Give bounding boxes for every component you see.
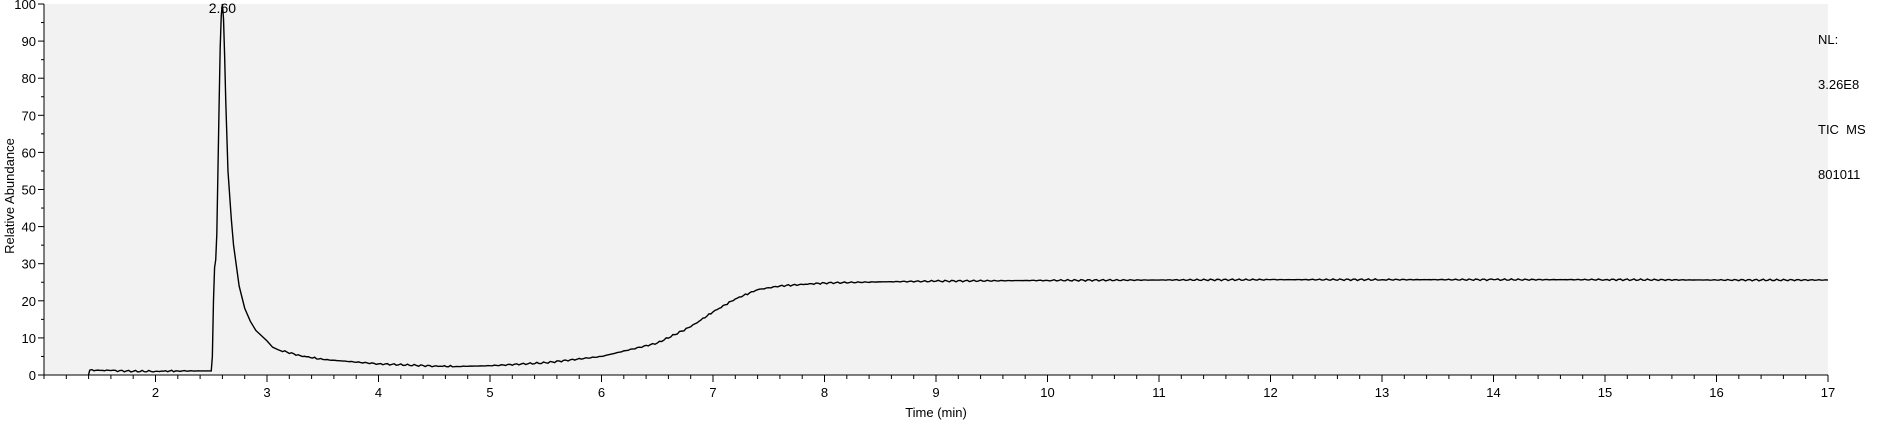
info-line-file-id: 801011 (1818, 167, 1861, 182)
x-tick-label: 15 (1598, 385, 1612, 400)
y-tick-label: 100 (14, 0, 36, 12)
y-tick-label: 20 (22, 294, 36, 309)
y-tick-label: 10 (22, 331, 36, 346)
x-tick-label: 2 (152, 385, 159, 400)
x-axis-title: Time (min) (905, 405, 967, 420)
x-tick-label: 14 (1486, 385, 1500, 400)
peak-label: 2.60 (209, 0, 236, 16)
x-tick-label: 7 (709, 385, 716, 400)
y-tick-label: 90 (22, 34, 36, 49)
x-tick-label: 11 (1152, 385, 1166, 400)
tick-layer: 0 10 20 30 40 50 60 70 80 90 100 2 3 4 5 6 7 8 9 10 11 12 13 14… (14, 0, 1835, 400)
y-tick-label: 30 (22, 257, 36, 272)
info-line-nl-value: 3.26E8 (1818, 77, 1860, 92)
y-tick-label: 70 (22, 108, 36, 123)
x-tick-label: 12 (1263, 385, 1277, 400)
x-tick-label: 6 (598, 385, 605, 400)
x-tick-label: 13 (1375, 385, 1389, 400)
chromatogram-trace (87, 3, 1829, 375)
x-tick-label: 3 (263, 385, 270, 400)
normalization-info: NL: 3.26E8 TIC MS 801011 (1818, 2, 1866, 212)
y-tick-label: 50 (22, 183, 36, 198)
y-tick-label: 80 (22, 71, 36, 86)
y-axis-title: Relative Abundance (2, 138, 17, 254)
x-tick-label: 5 (486, 385, 493, 400)
x-tick-label: 4 (375, 385, 382, 400)
info-line-scan-filter: TIC MS (1818, 122, 1866, 137)
plot-background (44, 4, 1828, 375)
y-tick-label: 0 (29, 368, 36, 383)
x-tick-label: 9 (932, 385, 939, 400)
info-line-nl: NL: (1818, 32, 1839, 47)
y-tick-label: 60 (22, 145, 36, 160)
x-tick-label: 8 (821, 385, 828, 400)
x-tick-label: 17 (1821, 385, 1835, 400)
x-tick-label: 16 (1709, 385, 1723, 400)
y-tick-label: 40 (22, 220, 36, 235)
x-tick-label: 10 (1040, 385, 1054, 400)
